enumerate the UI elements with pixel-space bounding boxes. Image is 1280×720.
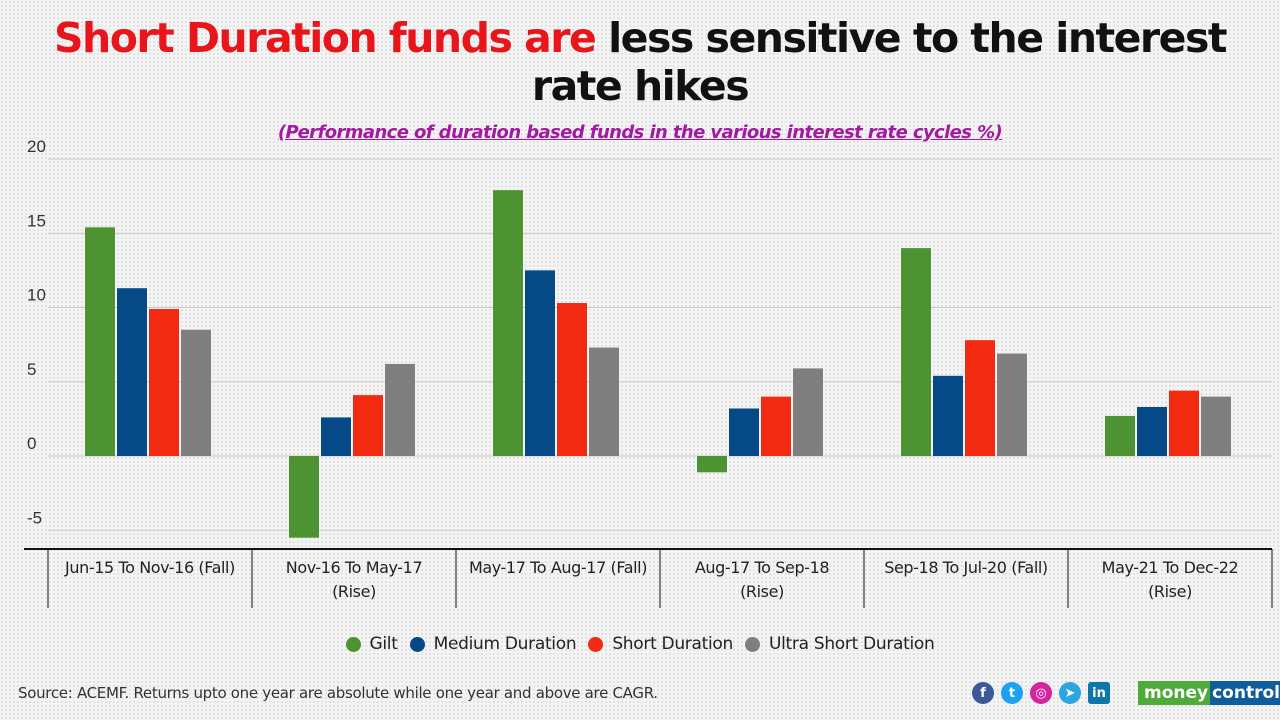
facebook-icon[interactable]: f: [972, 682, 994, 704]
bar-short-duration: [149, 308, 179, 456]
legend-item: Short Duration: [588, 634, 733, 654]
bar-medium-duration: [729, 408, 759, 456]
category-label-line: (Rise): [740, 582, 784, 601]
bar-short-duration: [965, 340, 995, 456]
bar-gilt: [697, 456, 727, 473]
bar-medium-duration: [933, 375, 963, 456]
category-label: May-17 To Aug-17 (Fall): [456, 556, 660, 580]
chart-subtitle: (Performance of duration based funds in …: [277, 122, 1003, 143]
bar-medium-duration: [321, 417, 351, 456]
legend-label: Gilt: [369, 634, 398, 654]
legend-label: Short Duration: [612, 634, 733, 654]
category-label: Nov-16 To May-17 (Rise): [252, 556, 456, 604]
bar-gilt: [493, 190, 523, 456]
source-note: Source: ACEMF. Returns upto one year are…: [18, 684, 658, 702]
legend-swatch-icon: [588, 636, 604, 652]
y-tick-label: 5: [27, 360, 36, 379]
bar-ultra-short-duration: [997, 353, 1027, 456]
category-label-line: Sep-18 To Jul-20 (Fall): [884, 558, 1048, 577]
bar-medium-duration: [525, 270, 555, 456]
y-tick-label: -5: [27, 508, 42, 527]
category-label-line: (Rise): [1148, 582, 1192, 601]
bar-gilt: [85, 227, 115, 456]
linkedin-icon[interactable]: in: [1088, 682, 1110, 704]
legend-swatch-icon: [744, 636, 760, 652]
brand-part1: money: [1138, 681, 1211, 705]
bar-medium-duration: [1137, 406, 1167, 456]
category-label-line: May-17 To Aug-17 (Fall): [468, 558, 648, 577]
legend-item: Ultra Short Duration: [744, 634, 935, 654]
chart-title-line1: Short Duration funds are less sensitive …: [0, 14, 1280, 62]
y-tick-label: 20: [27, 137, 46, 156]
category-label-line: (Rise): [332, 582, 376, 601]
bar-short-duration: [353, 395, 383, 456]
title-rest: less sensitive to the interest: [595, 14, 1227, 62]
category-label: Aug-17 To Sep-18 (Rise): [660, 556, 864, 604]
y-tick-label: 10: [27, 286, 46, 305]
bar-ultra-short-duration: [385, 363, 415, 456]
y-tick-label: 0: [27, 434, 36, 453]
chart-title-line2: rate hikes: [531, 62, 750, 110]
bar-ultra-short-duration: [181, 329, 211, 456]
instagram-icon[interactable]: ◎: [1030, 682, 1052, 704]
bar-medium-duration: [117, 288, 147, 456]
category-label: Sep-18 To Jul-20 (Fall): [864, 556, 1068, 580]
bar-gilt: [289, 456, 319, 538]
legend-label: Medium Duration: [433, 634, 577, 654]
category-label-line: May-21 To Dec-22: [1101, 558, 1239, 577]
bar-ultra-short-duration: [589, 347, 619, 456]
legend-swatch-icon: [345, 636, 361, 652]
bar-ultra-short-duration: [1201, 396, 1231, 456]
bar-ultra-short-duration: [793, 368, 823, 456]
y-tick-label: 15: [27, 211, 46, 230]
legend-item: Medium Duration: [409, 634, 577, 654]
bar-gilt: [1105, 415, 1135, 456]
social-icons: f t ◎ ➤ in: [972, 682, 1110, 704]
legend-swatch-icon: [409, 636, 425, 652]
title-highlight: Short Duration funds are: [54, 14, 597, 62]
twitter-icon[interactable]: t: [1001, 682, 1023, 704]
category-label-line: Aug-17 To Sep-18: [694, 558, 830, 577]
legend-label: Ultra Short Duration: [768, 634, 935, 654]
category-label-line: Nov-16 To May-17: [285, 558, 423, 577]
category-label: May-21 To Dec-22 (Rise): [1068, 556, 1272, 604]
category-label: Jun-15 To Nov-16 (Fall): [48, 556, 252, 580]
brand-part2: control: [1210, 681, 1280, 705]
bar-short-duration: [761, 396, 791, 456]
bar-short-duration: [1169, 390, 1199, 456]
legend: Gilt Medium Duration Short Duration Ultra S…: [0, 634, 1280, 654]
bar-gilt: [901, 248, 931, 456]
bar-short-duration: [557, 303, 587, 456]
legend-item: Gilt: [345, 634, 398, 654]
telegram-icon[interactable]: ➤: [1059, 682, 1081, 704]
category-label-line: Jun-15 To Nov-16 (Fall): [65, 558, 235, 577]
moneycontrol-logo: money control: [1138, 681, 1280, 705]
